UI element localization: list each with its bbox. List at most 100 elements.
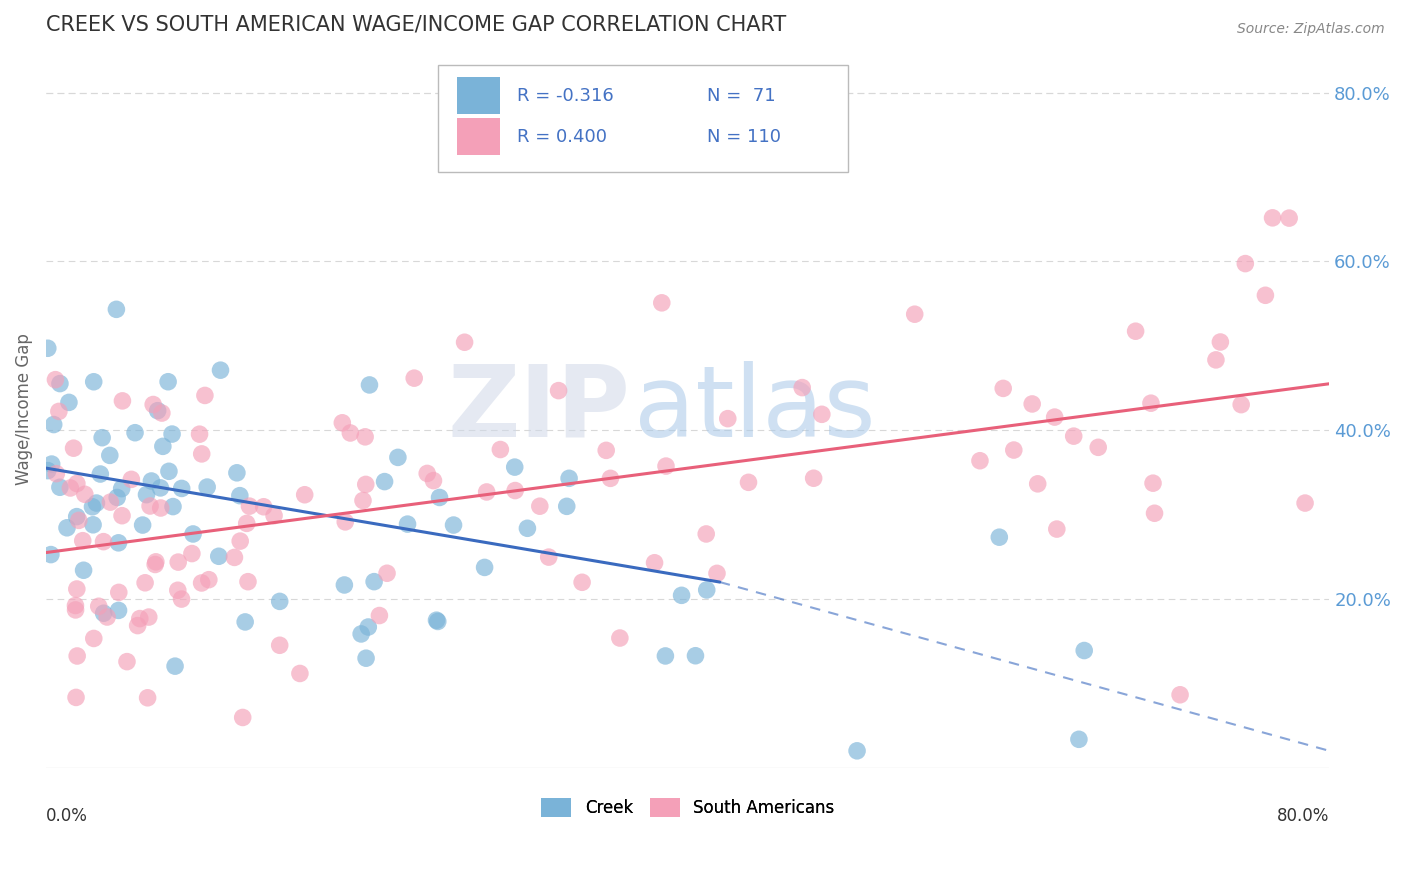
Point: [1168, 688, 1191, 702]
Point: [269, 638, 291, 652]
Legend: Creek, South Americans: Creek, South Americans: [534, 791, 841, 824]
Point: [655, 459, 678, 474]
Point: [150, 406, 173, 420]
Point: [41, 457, 63, 471]
Text: ZIP: ZIP: [447, 360, 630, 458]
Point: [39, 548, 62, 562]
Point: [425, 613, 447, 627]
Point: [62, 441, 84, 455]
Point: [65, 603, 87, 617]
Point: [157, 375, 180, 389]
Point: [696, 582, 718, 597]
Point: [72, 563, 94, 577]
Point: [330, 416, 353, 430]
Point: [157, 464, 180, 478]
Point: [359, 378, 381, 392]
Point: [357, 620, 380, 634]
Point: [83, 632, 105, 646]
Point: [1087, 440, 1109, 454]
FancyBboxPatch shape: [437, 65, 848, 172]
Point: [194, 388, 217, 402]
Point: [354, 477, 377, 491]
Point: [1063, 429, 1085, 443]
Point: [124, 425, 146, 440]
Point: [233, 615, 256, 629]
Point: [107, 603, 129, 617]
Point: [86, 496, 108, 510]
Point: [453, 335, 475, 350]
Point: [429, 491, 451, 505]
Point: [105, 491, 128, 505]
Point: [170, 482, 193, 496]
Point: [1125, 324, 1147, 338]
Point: [58, 395, 80, 409]
Point: [595, 443, 617, 458]
Text: N = 110: N = 110: [707, 128, 780, 145]
Text: 0.0%: 0.0%: [46, 807, 89, 825]
FancyBboxPatch shape: [457, 118, 501, 155]
Point: [969, 454, 991, 468]
Point: [571, 575, 593, 590]
Point: [1294, 496, 1316, 510]
Point: [236, 574, 259, 589]
Point: [375, 566, 398, 581]
FancyBboxPatch shape: [457, 77, 501, 114]
Point: [208, 549, 231, 564]
Point: [1002, 443, 1025, 458]
Point: [87, 599, 110, 614]
Point: [1254, 288, 1277, 302]
Point: [717, 411, 740, 425]
Point: [1046, 522, 1069, 536]
Point: [685, 648, 707, 663]
Point: [66, 509, 89, 524]
Point: [503, 483, 526, 498]
Point: [651, 295, 673, 310]
Point: [56, 521, 79, 535]
Point: [988, 530, 1011, 544]
Point: [65, 690, 87, 705]
Point: [160, 427, 183, 442]
Point: [904, 307, 927, 321]
Text: R = 0.400: R = 0.400: [517, 128, 607, 145]
Point: [198, 573, 221, 587]
Point: [170, 592, 193, 607]
Point: [138, 610, 160, 624]
Point: [229, 489, 252, 503]
Point: [111, 482, 134, 496]
Point: [149, 481, 172, 495]
Point: [37, 341, 59, 355]
Point: [706, 566, 728, 581]
Point: [1073, 643, 1095, 657]
Point: [363, 574, 385, 589]
Point: [127, 618, 149, 632]
Point: [82, 517, 104, 532]
Point: [1026, 476, 1049, 491]
Point: [149, 501, 172, 516]
Point: [145, 555, 167, 569]
Point: [42, 417, 65, 432]
Point: [529, 499, 551, 513]
Point: [503, 460, 526, 475]
Point: [136, 690, 159, 705]
Point: [195, 480, 218, 494]
Point: [489, 442, 512, 457]
Point: [350, 627, 373, 641]
Point: [1230, 398, 1253, 412]
Point: [93, 534, 115, 549]
Point: [59, 481, 82, 495]
Point: [134, 575, 156, 590]
Point: [404, 371, 426, 385]
Point: [89, 467, 111, 481]
Point: [354, 651, 377, 665]
Point: [354, 430, 377, 444]
Point: [547, 384, 569, 398]
Point: [671, 588, 693, 602]
Point: [599, 471, 621, 485]
Point: [72, 533, 94, 548]
Point: [443, 518, 465, 533]
Text: R = -0.316: R = -0.316: [517, 87, 614, 104]
Point: [49, 376, 72, 391]
Point: [368, 608, 391, 623]
Point: [66, 476, 89, 491]
Point: [181, 527, 204, 541]
